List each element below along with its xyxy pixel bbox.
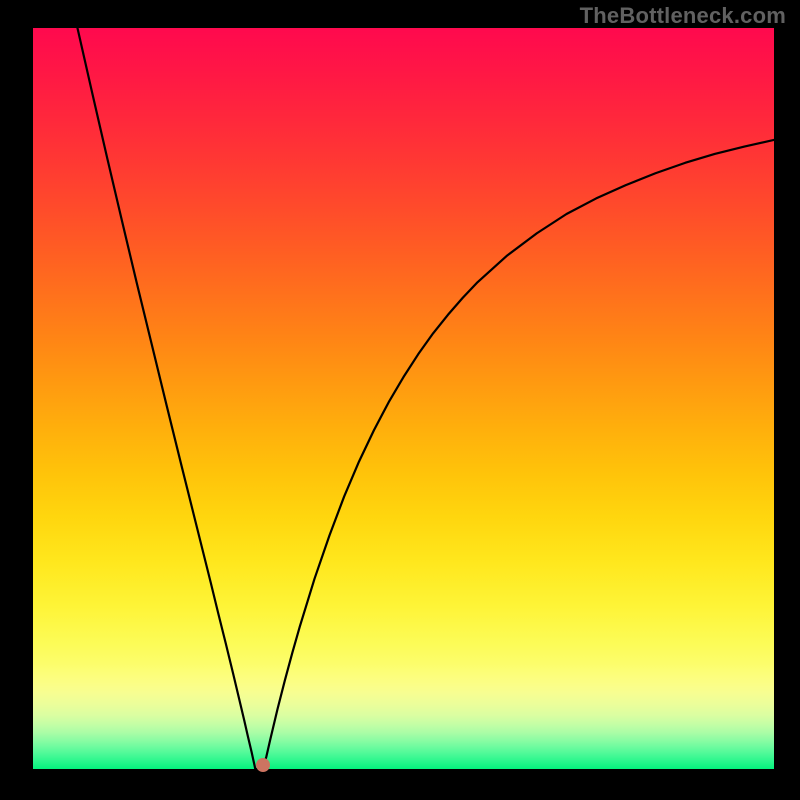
- plot-area: [33, 28, 774, 769]
- minimum-marker: [256, 758, 270, 772]
- bottleneck-curve: [33, 28, 774, 769]
- chart-frame: TheBottleneck.com: [0, 0, 800, 800]
- watermark-label: TheBottleneck.com: [580, 3, 786, 29]
